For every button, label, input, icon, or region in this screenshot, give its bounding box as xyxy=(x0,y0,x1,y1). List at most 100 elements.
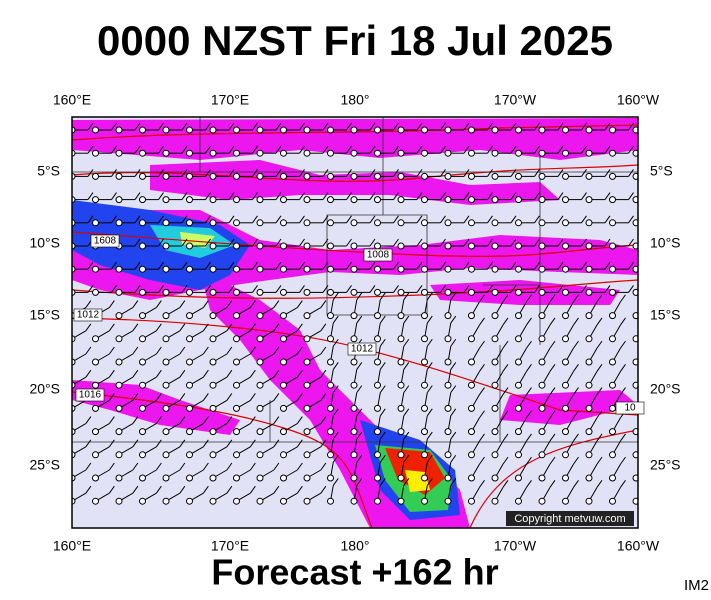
wind-barb xyxy=(557,238,564,247)
wind-barb xyxy=(179,369,186,378)
wind-barb xyxy=(205,285,211,293)
wind-barb xyxy=(510,261,517,270)
isobar-label-box xyxy=(75,388,105,402)
station xyxy=(374,474,381,482)
wind-barb xyxy=(369,215,376,224)
station xyxy=(562,497,569,505)
wind-barb xyxy=(502,387,509,395)
wind-barb xyxy=(299,122,305,131)
station xyxy=(538,358,546,366)
wind-barb xyxy=(440,215,446,224)
wind-barb xyxy=(85,416,92,424)
wind-barb xyxy=(299,215,305,224)
station xyxy=(303,381,311,389)
wind-barb xyxy=(252,169,258,177)
wind-barb xyxy=(379,292,386,301)
station xyxy=(139,172,146,180)
station xyxy=(632,312,638,320)
wind-barb xyxy=(534,238,540,247)
wind-barb xyxy=(111,215,117,224)
wind-barb xyxy=(181,169,188,177)
wind-barb xyxy=(85,323,92,332)
station xyxy=(350,219,358,227)
station xyxy=(350,265,358,273)
station xyxy=(397,358,405,366)
isobar-label-box xyxy=(90,234,120,248)
station xyxy=(350,497,358,505)
station xyxy=(468,149,475,157)
station xyxy=(280,451,287,459)
station xyxy=(280,242,287,250)
station xyxy=(186,196,193,204)
wind-barb xyxy=(573,410,579,419)
wind-barb xyxy=(379,454,386,463)
station xyxy=(374,335,381,343)
wind-barb xyxy=(85,369,92,378)
station xyxy=(303,474,311,482)
isobar-label: 1012 xyxy=(351,344,374,355)
bottom-axis-label: 170°E xyxy=(211,538,249,554)
left-axis-label: 5°S xyxy=(37,163,60,179)
station xyxy=(186,172,193,180)
wind-barb xyxy=(526,317,532,326)
station xyxy=(397,149,405,157)
wind-barb xyxy=(155,393,162,401)
isobar-label-box xyxy=(615,401,645,415)
wind-barb xyxy=(111,145,117,154)
station xyxy=(280,428,287,436)
station xyxy=(350,474,358,482)
station xyxy=(280,497,287,505)
wind-barb xyxy=(557,285,564,293)
wind-barb xyxy=(426,431,433,440)
wind-barb xyxy=(252,238,258,247)
station xyxy=(233,358,240,366)
wind-barb xyxy=(249,346,256,355)
station xyxy=(562,172,569,180)
wind-barb xyxy=(487,192,493,200)
station xyxy=(444,196,452,204)
wind-barb xyxy=(181,145,188,154)
station xyxy=(562,381,569,389)
station xyxy=(92,335,99,343)
wind-barb xyxy=(549,294,556,303)
station xyxy=(139,335,146,343)
station xyxy=(538,149,546,157)
station xyxy=(209,172,217,180)
wind-barb xyxy=(628,169,634,177)
station xyxy=(468,358,475,366)
wind-barb xyxy=(205,169,211,177)
wind-barb xyxy=(487,169,493,177)
station xyxy=(92,428,99,436)
station xyxy=(468,428,475,436)
station xyxy=(233,172,240,180)
station xyxy=(562,196,569,204)
wind-barb xyxy=(275,215,282,224)
station xyxy=(538,312,546,320)
wind-barb xyxy=(463,122,470,131)
station xyxy=(186,428,193,436)
wind-barb xyxy=(205,192,211,200)
station xyxy=(491,381,499,389)
wind-barb xyxy=(299,261,305,270)
wind-barb xyxy=(87,261,94,270)
wind-barb xyxy=(249,369,256,378)
top-axis-label: 160°E xyxy=(53,92,91,108)
wind-barb xyxy=(346,192,352,200)
wind-barb xyxy=(111,122,117,131)
station xyxy=(491,312,499,320)
wind-barb xyxy=(87,145,94,154)
wind-barb xyxy=(549,410,556,419)
wind-barb xyxy=(111,285,117,293)
station xyxy=(139,196,146,204)
station xyxy=(421,428,428,436)
station xyxy=(444,381,452,389)
wind-barb xyxy=(202,323,209,332)
isobar-label-box xyxy=(73,308,103,322)
station xyxy=(327,428,334,436)
station xyxy=(186,312,193,320)
copyright: Copyright metvuw.com xyxy=(514,513,625,525)
station xyxy=(444,451,452,459)
wind-barb xyxy=(179,300,186,308)
station xyxy=(256,451,264,459)
title: 0000 NZST Fri 18 Jul 2025 xyxy=(97,17,613,64)
